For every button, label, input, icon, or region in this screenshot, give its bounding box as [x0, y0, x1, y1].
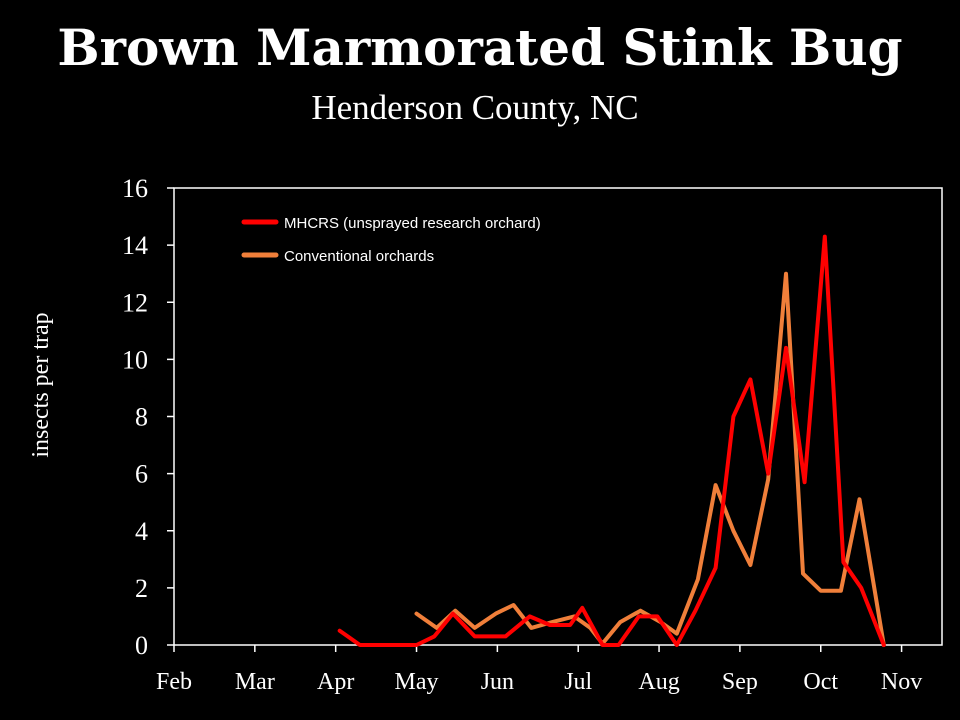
legend-label: MHCRS (unsprayed research orchard) — [284, 215, 541, 232]
x-tick-label: Apr — [317, 669, 354, 695]
y-tick-label: 16 — [122, 174, 148, 203]
series-line — [414, 271, 886, 647]
x-axis: Feb Mar Apr May Jun Jul Aug Sep Oct Nov — [156, 645, 922, 695]
y-tick-label: 12 — [122, 288, 148, 317]
legend: MHCRS (unsprayed research orchard) Conven… — [241, 215, 541, 265]
y-axis: 0 2 4 6 8 10 12 14 16 — [122, 174, 174, 660]
legend-label: Conventional orchards — [284, 248, 434, 265]
x-tick-label: Feb — [156, 669, 192, 695]
x-tick-label: Jun — [481, 669, 514, 695]
y-tick-label: 6 — [135, 460, 148, 489]
chart-subtitle: Henderson County, NC — [311, 88, 639, 127]
y-tick-label: 10 — [122, 345, 148, 374]
y-tick-label: 0 — [135, 631, 148, 660]
y-axis-label: insects per trap — [28, 312, 54, 457]
series-lines — [337, 234, 886, 647]
x-tick-label: Nov — [881, 669, 922, 695]
x-tick-label: Sep — [722, 669, 758, 695]
series-line — [337, 234, 886, 647]
x-tick-label: Aug — [638, 669, 679, 695]
x-tick-label: May — [395, 669, 439, 695]
x-tick-label: Mar — [235, 669, 275, 695]
x-tick-label: Jul — [564, 669, 592, 695]
chart-title: Brown Marmorated Stink Bug — [57, 18, 903, 77]
x-tick-label: Oct — [803, 669, 838, 695]
y-tick-label: 2 — [135, 574, 148, 603]
y-tick-label: 4 — [135, 517, 148, 546]
y-tick-label: 8 — [135, 403, 148, 432]
y-tick-label: 14 — [122, 231, 148, 260]
